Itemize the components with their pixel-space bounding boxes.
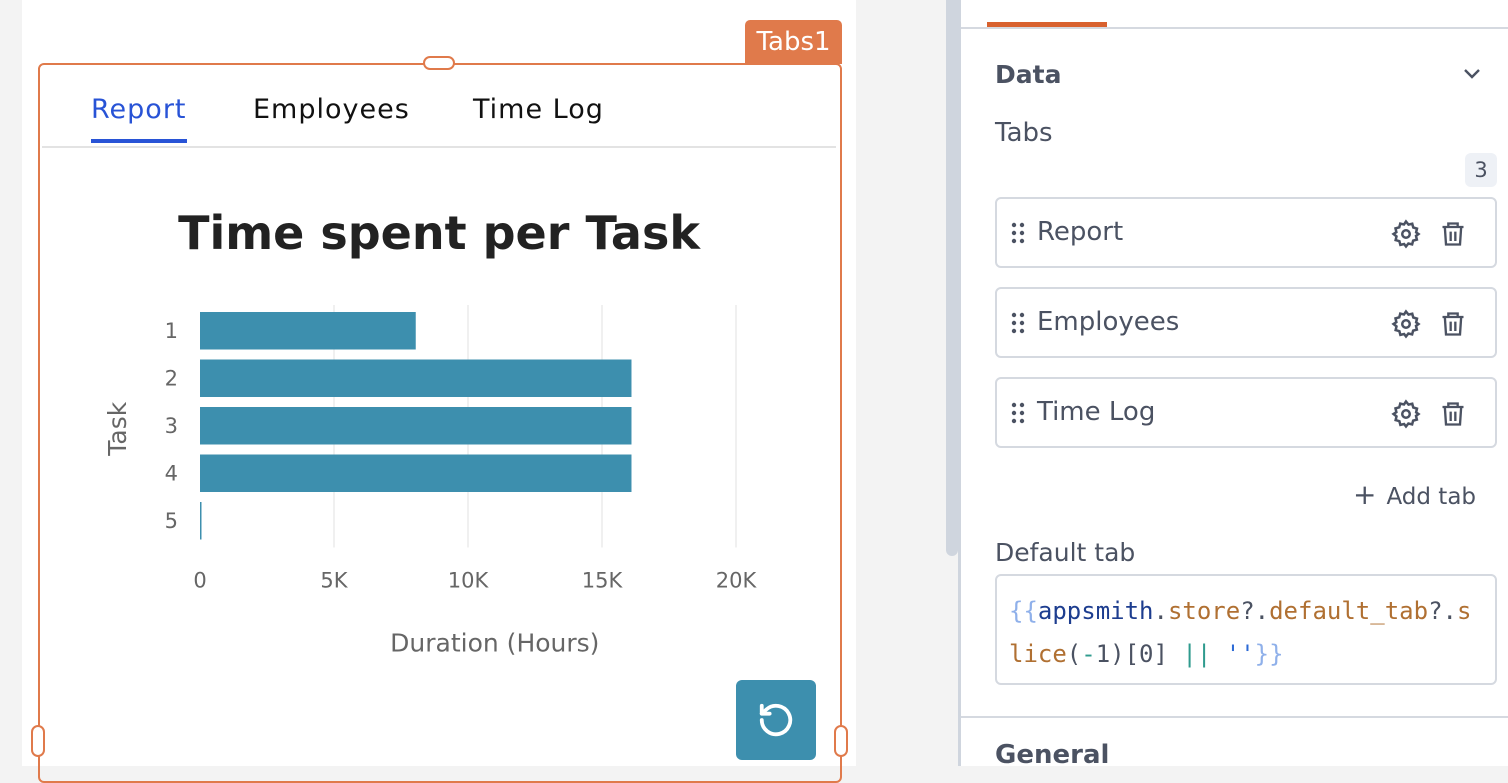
chart-plot: 0 5K 10K 15K 20K 1 2 3 4 5 Duration (Hours) Task: [103, 305, 758, 658]
default-tab-code-input[interactable]: {{appsmith.store?.default_tab?.slice(-1)…: [995, 574, 1497, 685]
active-pane-tab-indicator: [987, 22, 1107, 27]
code-token: slice: [1009, 597, 1472, 668]
x-tick-label: 15K: [582, 569, 624, 593]
y-tick-label: 2: [165, 366, 178, 390]
code-token: appsmith: [1037, 597, 1154, 625]
gear-icon[interactable]: [1391, 309, 1421, 339]
gear-icon[interactable]: [1391, 399, 1421, 429]
code-token: '': [1225, 640, 1255, 668]
section-title-data[interactable]: Data: [995, 60, 1062, 89]
tab-report[interactable]: Report: [91, 94, 187, 143]
bar: [200, 502, 202, 540]
x-tick-label: 0: [193, 569, 206, 593]
code-token: 1)[0]: [1095, 640, 1183, 668]
code-token: -: [1081, 640, 1096, 668]
resize-handle-top[interactable]: [423, 56, 455, 70]
add-tab-label: Add tab: [1386, 484, 1477, 510]
code-token: ?: [1428, 597, 1443, 625]
bar: [200, 312, 416, 350]
x-tick-label: 20K: [716, 569, 758, 593]
y-tick-label: 3: [165, 414, 178, 438]
tab-item-label: Report: [1037, 217, 1124, 247]
chevron-down-icon[interactable]: [1461, 66, 1483, 82]
property-pane: Data Tabs 3 Report Employees Time Log + A…: [958, 0, 1508, 770]
resize-handle-right[interactable]: [834, 725, 848, 757]
y-axis-title: Task: [103, 401, 132, 456]
y-tick-label: 1: [165, 319, 178, 343]
tabs-label: Tabs: [995, 118, 1053, 148]
tab-item[interactable]: Employees: [995, 287, 1497, 358]
x-tick-label: 5K: [320, 569, 348, 593]
code-token: ?.: [1240, 597, 1270, 625]
code-token: .: [1153, 597, 1168, 625]
reset-chart-button[interactable]: [736, 680, 816, 760]
section-title-general[interactable]: General: [995, 740, 1110, 770]
tab-item[interactable]: Report: [995, 197, 1497, 268]
rotate-ccw-icon: [759, 703, 793, 737]
resize-handle-left[interactable]: [31, 725, 45, 757]
trash-icon[interactable]: [1439, 309, 1467, 339]
y-tick-label: 5: [165, 509, 178, 533]
plus-icon: +: [1353, 478, 1377, 511]
tab-employees[interactable]: Employees: [253, 94, 410, 125]
divider: [961, 27, 1508, 29]
tabs-count-badge: 3: [1465, 153, 1497, 187]
bar: [200, 407, 632, 445]
add-tab-button[interactable]: + Add tab: [1353, 478, 1476, 511]
tab-time-log[interactable]: Time Log: [473, 94, 604, 125]
code-token: }}: [1254, 640, 1284, 668]
y-tick-label: 4: [165, 461, 178, 485]
code-token: default_tab: [1269, 597, 1429, 625]
divider: [961, 716, 1508, 718]
chart: Time spent per Task 0 5K 10K 15K 20K 1 2 3 4 5 Dur…: [42, 150, 836, 690]
drag-handle-icon[interactable]: [1011, 221, 1025, 245]
code-token: store: [1167, 597, 1241, 625]
code-token: {{: [1009, 597, 1038, 625]
drag-handle-icon[interactable]: [1011, 311, 1025, 335]
x-axis-title: Duration (Hours): [390, 629, 599, 658]
bar: [200, 454, 632, 492]
trash-icon[interactable]: [1439, 399, 1467, 429]
tab-item[interactable]: Time Log: [995, 377, 1497, 448]
default-tab-label: Default tab: [995, 538, 1136, 567]
chart-title: Time spent per Task: [178, 206, 700, 260]
drag-handle-icon[interactable]: [1011, 401, 1025, 425]
canvas-scrollbar[interactable]: [946, 0, 958, 556]
gear-icon[interactable]: [1391, 219, 1421, 249]
trash-icon[interactable]: [1439, 219, 1467, 249]
tab-bar: Report Employees Time Log: [42, 90, 836, 148]
code-token: (: [1066, 640, 1082, 668]
tab-item-label: Employees: [1037, 307, 1180, 337]
widget-name-label[interactable]: Tabs1: [745, 20, 842, 64]
code-token: [1211, 640, 1225, 668]
tab-item-label: Time Log: [1037, 397, 1156, 427]
x-tick-label: 10K: [448, 569, 490, 593]
bar: [200, 359, 632, 397]
code-token: ||: [1182, 640, 1212, 668]
code-token: .: [1442, 597, 1457, 625]
